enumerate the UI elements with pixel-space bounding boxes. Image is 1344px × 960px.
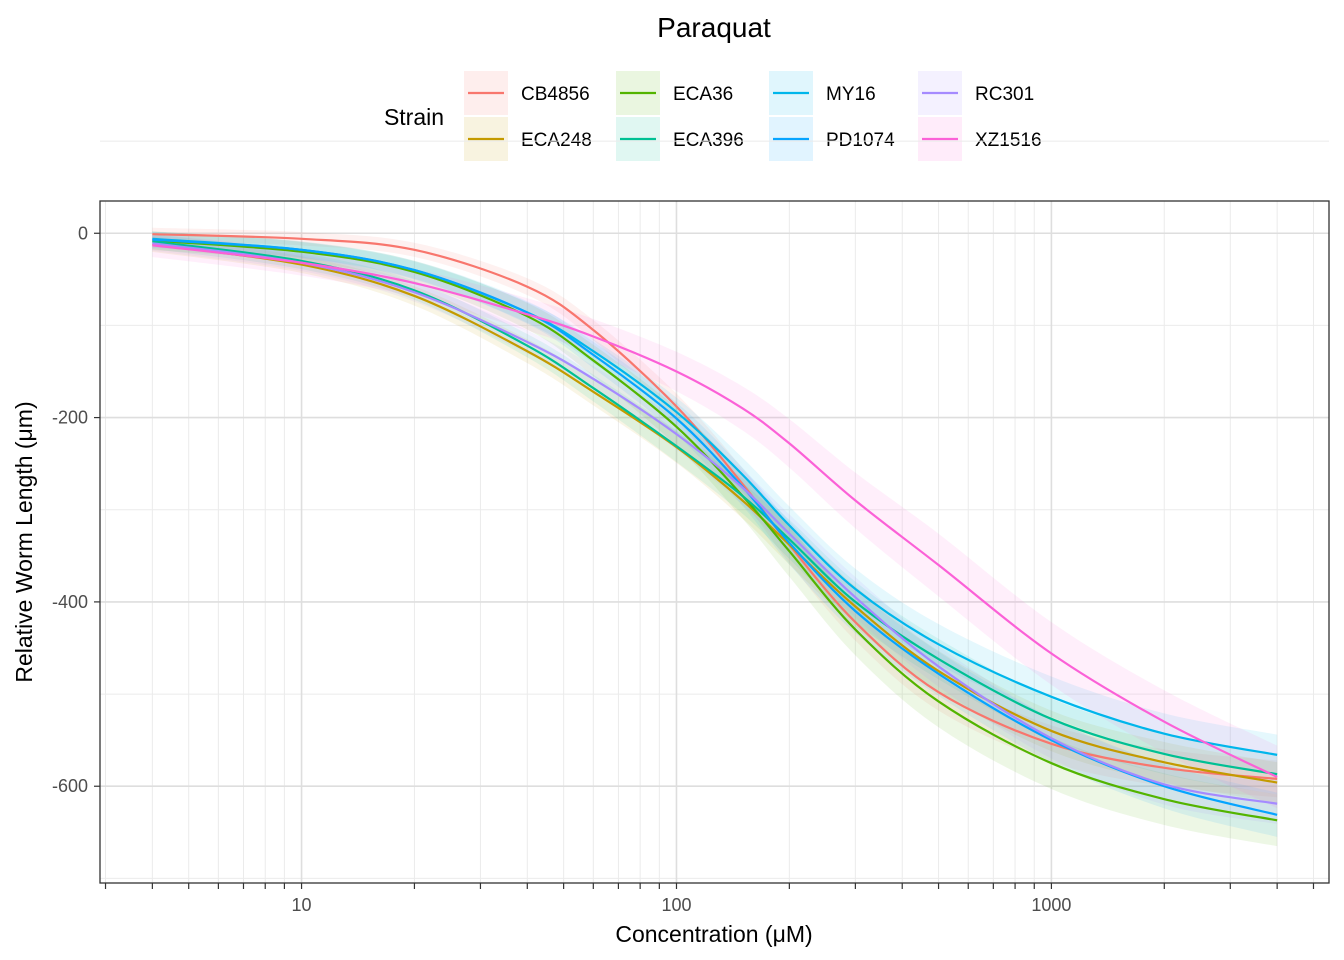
- line-cb4856: [152, 233, 1278, 780]
- y-tick-label: -600: [52, 776, 88, 796]
- line-eca396: [152, 240, 1278, 776]
- y-tick-label: -200: [52, 408, 88, 428]
- x-tick-label: 100: [661, 895, 691, 915]
- x-axis-title: Concentration (μM): [615, 921, 812, 947]
- x-tick-label: 1000: [1031, 895, 1071, 915]
- legend-keys: CB4856 ECA248 ECA36 ECA396 MY16 PD1074 RC301 XZ…: [464, 71, 1042, 161]
- x-tick-label: 10: [292, 895, 312, 915]
- line-rc301: [152, 242, 1278, 805]
- legend-label-cb4856: CB4856: [521, 84, 590, 105]
- grid-major: [100, 201, 1329, 883]
- legend-label-pd1074: PD1074: [826, 130, 895, 151]
- y-axis: 0 -200 -400 -600: [52, 223, 100, 796]
- ribbon-pd1074: [152, 231, 1278, 837]
- ribbon-rc301: [152, 235, 1278, 825]
- legend-label-eca36: ECA36: [673, 84, 733, 105]
- y-tick-label: -400: [52, 592, 88, 612]
- chart-title: Paraquat: [657, 12, 771, 43]
- ribbon-xz1516: [152, 233, 1278, 809]
- panel-background: [100, 201, 1329, 883]
- y-tick-label: 0: [78, 223, 88, 243]
- y-axis-title: Relative Worm Length (μm): [11, 401, 37, 682]
- line-eca248: [152, 243, 1278, 784]
- plot-panel: [99, 140, 1330, 884]
- legend-label-eca248: ECA248: [521, 130, 592, 151]
- legend: Strain CB4856 ECA248 ECA36 ECA396 MY16 PD1074…: [384, 71, 1042, 161]
- ribbon-eca248: [152, 236, 1278, 803]
- legend-title: Strain: [384, 104, 444, 130]
- x-axis: 10 100 1000: [104, 883, 1315, 915]
- legend-label-xz1516: XZ1516: [975, 130, 1042, 151]
- legend-label-my16: MY16: [826, 84, 876, 105]
- ribbon-eca396: [152, 234, 1278, 795]
- series-lines: [152, 233, 1278, 822]
- legend-label-rc301: RC301: [975, 84, 1034, 105]
- legend-label-eca396: ECA396: [673, 130, 744, 151]
- line-xz1516: [152, 244, 1278, 778]
- panel-border: [99, 200, 1330, 884]
